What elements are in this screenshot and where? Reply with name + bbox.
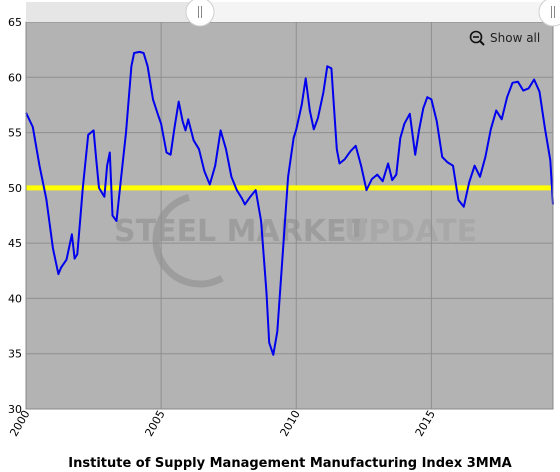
x-tick-label: 2015 [413,408,438,439]
x-axis-ticks: 2000 2005 2010 2015 [7,408,438,439]
watermark-swoosh-icon [152,192,248,288]
show-all-label: Show all [490,31,540,45]
chart-title: Institute of Supply Management Manufactu… [68,456,511,471]
watermark-brand-bold: STEEL MARKET [114,214,368,249]
x-tick-label: 2005 [142,408,167,439]
plot-area[interactable] [26,22,553,409]
navigator-left-handle[interactable] [185,0,215,27]
x-tick-label: 2010 [278,408,303,439]
y-tick-label: 60 [8,71,22,84]
show-all-button[interactable]: Show all [464,28,546,48]
y-axis-ticks: 30 35 40 45 50 55 60 65 [8,16,22,416]
y-tick-label: 35 [8,348,22,361]
y-tick-label: 55 [8,127,22,140]
watermark-brand-light: UPDATE [344,214,477,249]
y-tick-label: 45 [8,237,22,250]
y-tick-label: 40 [8,292,22,305]
y-tick-label: 50 [8,182,22,195]
series-group [25,50,554,356]
navigator-selection[interactable] [200,2,553,22]
series-line[interactable] [25,50,554,356]
zoom-out-icon [469,30,485,46]
navigator-right-handle[interactable] [538,0,560,27]
range-navigator[interactable] [26,0,560,27]
y-tick-label: 65 [8,16,22,29]
y-tick-label: 30 [8,403,22,416]
